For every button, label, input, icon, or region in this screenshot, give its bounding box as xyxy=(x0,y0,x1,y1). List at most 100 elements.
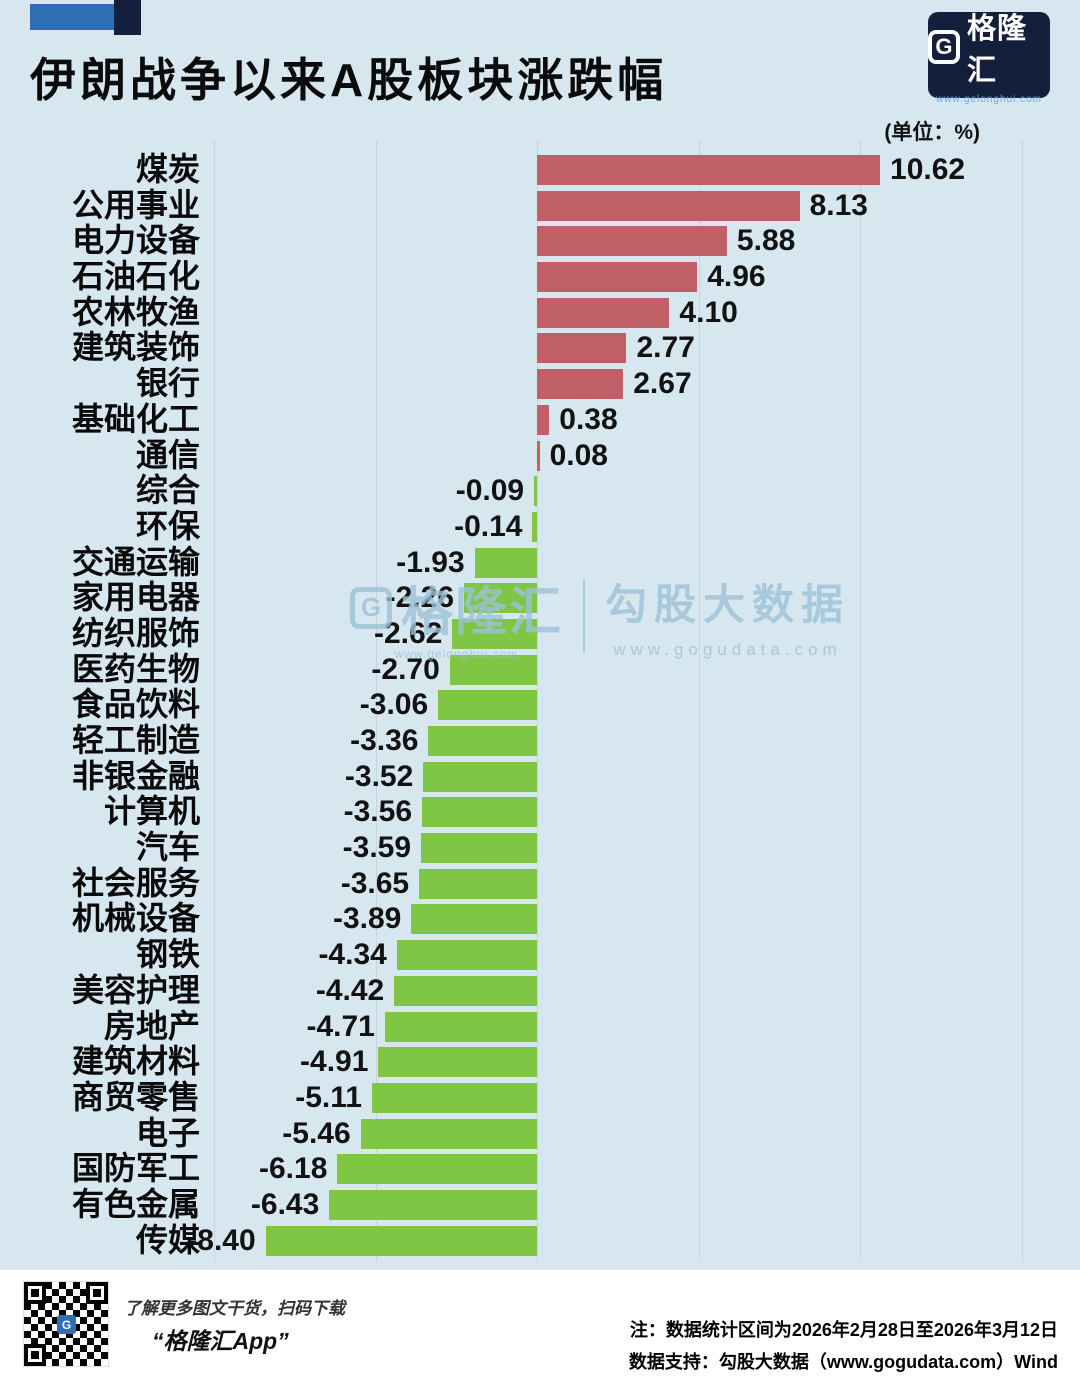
qr-finder-icon xyxy=(24,1344,46,1366)
bar xyxy=(534,476,537,507)
value-label: 8.13 xyxy=(809,188,868,222)
value-label: 5.88 xyxy=(736,224,796,258)
page-title: 伊朗战争以来A股板块涨跌幅 xyxy=(30,54,668,106)
bar-row: 社会服务 -3.65 xyxy=(0,865,1080,902)
category-label: 美容护理 xyxy=(71,971,200,1008)
category-label: 电力设备 xyxy=(71,222,200,259)
bar-row: 农林牧渔 4.10 xyxy=(0,293,1080,331)
bar xyxy=(265,1225,537,1256)
header-decoration-navy xyxy=(114,0,141,35)
bar-row: 食品饮料 -3.06 xyxy=(0,687,1080,723)
qr-finder-icon xyxy=(86,1282,108,1304)
bar-row: 电力设备 5.88 xyxy=(0,223,1080,259)
bar xyxy=(537,190,800,221)
value-label: -8.40 xyxy=(187,1223,256,1257)
app-name-caption: “格隆汇App” xyxy=(152,1328,289,1354)
gridlines xyxy=(0,140,1080,1262)
bar xyxy=(537,333,627,364)
bar-row: 非银金融 -3.52 xyxy=(0,757,1080,795)
category-label: 轻工制造 xyxy=(71,722,200,758)
bar xyxy=(360,1118,537,1149)
bar xyxy=(537,297,670,328)
bar-row: 基础化工 0.38 xyxy=(0,400,1080,438)
qr-code: G xyxy=(23,1281,109,1367)
bar-row: 建筑材料 -4.91 xyxy=(0,1043,1080,1080)
category-label: 汽车 xyxy=(135,829,200,866)
logo-row: G 格隆汇 xyxy=(928,5,1050,89)
gridline xyxy=(1021,140,1023,1262)
bar xyxy=(537,404,550,435)
category-label: 非银金融 xyxy=(71,757,200,794)
unit-label: (单位：%) xyxy=(884,121,980,144)
category-label: 机械设备 xyxy=(71,900,200,937)
category-label: 基础化工 xyxy=(71,400,200,437)
gelonghui-g-icon: G xyxy=(928,30,960,64)
category-label: 建筑材料 xyxy=(71,1043,200,1080)
value-label: 4.10 xyxy=(679,295,738,329)
bar-row: 房地产 -4.71 xyxy=(0,1008,1080,1045)
value-label: -2.70 xyxy=(371,652,440,686)
data-source-note: 数据支持：勾股大数据（www.gogudata.com）Wind xyxy=(628,1352,1058,1372)
gridline xyxy=(214,140,215,1262)
bar xyxy=(337,1154,537,1185)
bar-row: 计算机 -3.56 xyxy=(0,794,1080,830)
bar-row: 商贸零售 -5.11 xyxy=(0,1079,1080,1116)
bar xyxy=(537,262,698,293)
bar xyxy=(422,797,537,828)
bar-row: 美容护理 -4.42 xyxy=(0,971,1080,1009)
value-label: -2.62 xyxy=(373,616,443,650)
bar xyxy=(329,1189,537,1220)
bar xyxy=(411,904,537,935)
gridline xyxy=(375,140,377,1262)
bar xyxy=(537,369,624,400)
qr-center-g-icon: G xyxy=(57,1315,76,1334)
category-label: 钢铁 xyxy=(135,936,200,973)
bar xyxy=(464,583,537,614)
gridline xyxy=(860,140,861,1262)
value-label: -3.89 xyxy=(332,902,402,936)
value-label: 2.77 xyxy=(636,331,695,365)
bar-row: 传媒 -8.40 xyxy=(0,1221,1080,1259)
value-label: -5.46 xyxy=(282,1116,351,1150)
value-label: -6.18 xyxy=(259,1152,328,1186)
category-label: 食品饮料 xyxy=(71,686,200,723)
category-label: 石油石化 xyxy=(71,258,200,295)
bar xyxy=(428,726,537,756)
value-label: -3.36 xyxy=(350,724,419,757)
bar-row: 石油石化 4.96 xyxy=(0,258,1080,295)
category-label: 环保 xyxy=(135,507,200,544)
value-label: -2.26 xyxy=(385,581,455,615)
bar xyxy=(438,690,537,721)
value-label: -0.14 xyxy=(454,509,523,543)
value-label: 0.08 xyxy=(549,438,608,472)
bar xyxy=(537,226,727,257)
bar xyxy=(378,1047,537,1078)
bar xyxy=(421,833,537,864)
bar xyxy=(371,1082,537,1113)
value-label: -4.34 xyxy=(318,938,387,972)
category-label: 家用电器 xyxy=(71,579,200,616)
header-decoration-blue xyxy=(30,4,116,30)
category-label: 国防军工 xyxy=(71,1150,200,1187)
category-label: 农林牧渔 xyxy=(71,293,200,330)
category-label: 建筑装饰 xyxy=(71,329,200,366)
bar-row: 通信 0.08 xyxy=(0,437,1080,474)
category-label: 传媒 xyxy=(135,1221,200,1258)
bar-row: 医药生物 -2.70 xyxy=(0,650,1080,688)
value-label: -1.93 xyxy=(396,545,465,579)
bar xyxy=(532,511,537,542)
bar xyxy=(474,547,537,578)
category-label: 煤炭 xyxy=(135,151,200,187)
bar xyxy=(537,440,540,471)
bar xyxy=(419,868,537,899)
category-label: 公用事业 xyxy=(71,186,200,223)
footer: G 了解更多图文干货，扫码下载 “格隆汇App” 注：数据统计区间为2026年2… xyxy=(0,1270,1080,1382)
data-range-note: 注：数据统计区间为2026年2月28日至2026年3月12日 xyxy=(629,1320,1058,1340)
value-label: -3.59 xyxy=(342,831,412,865)
bar xyxy=(394,975,537,1006)
bar-row: 轻工制造 -3.36 xyxy=(0,722,1080,759)
category-label: 医药生物 xyxy=(71,650,200,687)
category-label: 综合 xyxy=(135,472,200,509)
bar-row: 电子 -5.46 xyxy=(0,1115,1080,1152)
bar-row: 家用电器 -2.26 xyxy=(0,580,1080,616)
